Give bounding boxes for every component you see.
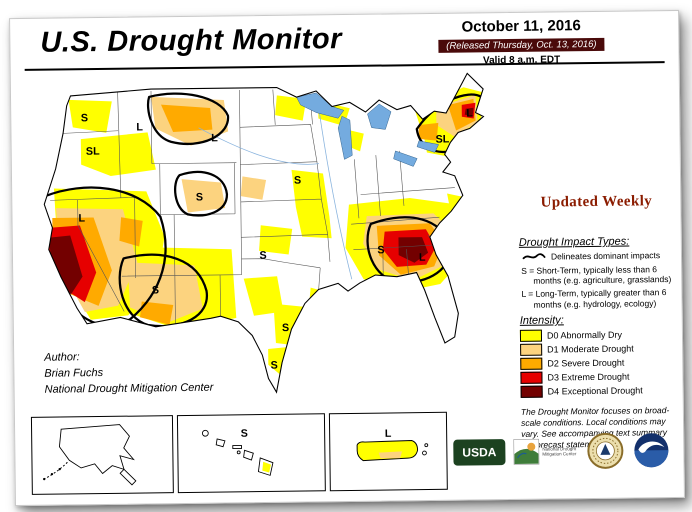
legend-item: D0 Abnormally Dry [519,328,676,342]
inset-puerto-rico: L [328,411,448,492]
released-banner: (Released Thursday, Oct. 13, 2016) [438,37,605,53]
legend-panel: Updated Weekly Drought Impact Types: Del… [517,65,673,450]
page-title: U.S. Drought Monitor [40,23,343,59]
date-block: October 11, 2016 (Released Thursday, Oct… [378,16,665,67]
ndmc-logo: National Drought Mitigation Center [513,438,578,465]
noaa-logo-icon [634,433,669,468]
legend-swatch-d3 [520,371,543,384]
map-marker-label: S [196,191,203,203]
map-marker-label: S [377,244,384,256]
legend-swatch-d1 [520,343,543,356]
legend-item: D4 Exceptional Drought [520,384,677,398]
state-borders [50,89,455,327]
map-marker-label: L [136,121,143,133]
map-marker-label: S [271,360,278,372]
impact-line-icon [522,253,546,260]
rivers [198,104,353,280]
long-term-definition: L = Long-Term, typically greater than 6 … [521,287,667,310]
impact-types-section: Drought Impact Types: Delineates dominan… [519,235,676,310]
alaska-map [42,424,137,486]
map-marker-label: S [259,250,266,262]
legend-label: D2 Severe Drought [547,357,625,369]
inset-alaska [30,415,174,495]
impact-types-heading: Drought Impact Types: [518,235,630,249]
map-marker-label: S [282,322,289,334]
ndmc-logo-icon [513,438,540,465]
usda-logo: USDA [453,439,506,466]
legend-swatch-d0 [519,329,543,342]
puerto-rico-marker-label: L [385,428,392,440]
legend-item: D2 Severe Drought [520,356,676,370]
legend-swatch-d2 [520,357,543,370]
legend-label: D4 Exceptional Drought [547,385,643,397]
updated-weekly: Updated Weekly [540,193,653,211]
drought-monitor-page: U.S. Drought Monitor October 11, 2016 (R… [9,9,685,507]
legend-label: D1 Moderate Drought [547,343,634,355]
inset-hawaii: S [176,413,326,494]
map-marker-label: L [211,132,218,144]
conus-outline [43,72,485,394]
great-lakes [296,92,439,167]
map-marker-label: SL [86,146,100,158]
delineates-row: Delineates dominant impacts [521,250,675,262]
author-org: National Drought Mitigation Center [44,381,214,396]
intensity-section: Intensity: D0 Abnormally Dry D1 Moderate… [520,313,677,400]
intensity-heading: Intensity: [519,314,564,327]
ndmc-logo-caption: National Drought Mitigation Center [542,446,577,457]
legend-label: D0 Abnormally Dry [546,329,623,341]
puerto-rico-map: L [356,428,429,462]
legend-label: D3 Extreme Drought [547,371,630,383]
map-marker-label: L [419,252,426,264]
us-drought-map: S SL L L S L S S S S S S L SL L [42,72,486,394]
map-markers: S SL L L S L S S S S S S L SL L [78,108,473,372]
delineates-label: Delineates dominant impacts [550,250,661,262]
author-block: Author: Brian Fuchs National Drought Mit… [44,348,275,399]
map-marker-label: SL [436,133,450,145]
agency-logos: USDA National Drought Mitigation Center [453,431,677,472]
legend-item: D3 Extreme Drought [520,370,676,384]
map-marker-label: S [152,284,159,296]
commerce-seal-icon [587,432,624,469]
map-marker-label: L [78,213,85,225]
hawaii-map: S [201,428,274,476]
drought-layer-d4 [48,107,474,295]
map-marker-label: L [466,108,473,120]
map-marker-label: S [294,175,301,187]
hawaii-marker-label: S [241,428,248,440]
report-date: October 11, 2016 [461,17,581,36]
legend-swatch-d4 [520,385,543,398]
short-term-definition: S = Short-Term, typically less than 6 mo… [521,264,672,286]
legend-item: D1 Moderate Drought [520,342,676,356]
map-marker-label: S [81,112,88,124]
